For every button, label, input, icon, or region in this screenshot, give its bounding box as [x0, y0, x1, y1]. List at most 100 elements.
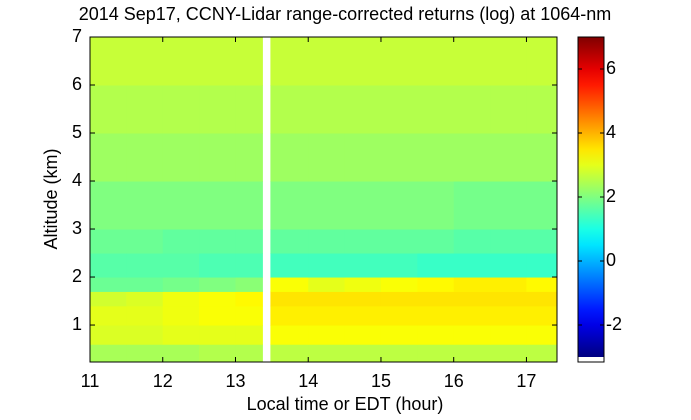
heatmap-cell: [490, 305, 527, 326]
heatmap-cell: [90, 229, 127, 254]
y-tick-label: 6: [72, 74, 82, 94]
heatmap-cell: [270, 291, 309, 307]
heatmap-cell: [490, 133, 527, 182]
y-tick-label: 3: [72, 218, 82, 238]
heatmap-cell: [417, 133, 455, 182]
colorbar-tick-label: -2: [606, 314, 622, 334]
heatmap-cell: [344, 344, 382, 363]
heatmap-cell: [308, 253, 346, 278]
heatmap-cell: [453, 291, 491, 307]
heatmap-cell: [199, 229, 236, 254]
heatmap-cell: [380, 325, 418, 345]
heatmap-cell: [90, 37, 127, 86]
heatmap-cell: [308, 85, 346, 134]
heatmap-cell: [126, 85, 164, 134]
heatmap-cell: [344, 325, 382, 345]
heatmap-cell: [199, 37, 236, 86]
heatmap-cell: [270, 305, 309, 326]
heatmap-cell: [417, 291, 455, 307]
heatmap-cell: [235, 133, 263, 182]
heatmap-cell: [162, 277, 200, 292]
heatmap-cell: [235, 305, 263, 326]
heatmap-cell: [453, 37, 491, 86]
heatmap-cell: [453, 253, 491, 278]
heatmap-cell: [526, 325, 558, 345]
heatmap-cell: [526, 37, 558, 86]
heatmap-cell: [162, 305, 200, 326]
heatmap-cell: [380, 291, 418, 307]
heatmap-cell: [308, 305, 346, 326]
heatmap-cell: [162, 325, 200, 345]
heatmap-cell: [235, 344, 263, 363]
heatmap-cell: [417, 37, 455, 86]
heatmap-cell: [270, 277, 309, 292]
heatmap-cell: [235, 325, 263, 345]
heatmap-cell: [199, 253, 236, 278]
heatmap-cell: [199, 277, 236, 292]
x-axis-label: Local time or EDT (hour): [247, 394, 444, 414]
heatmap-cell: [162, 229, 200, 254]
heatmap-cell: [380, 277, 418, 292]
heatmap-cell: [199, 181, 236, 230]
colorbar-tick-label: 4: [606, 122, 616, 142]
heatmap-cell: [380, 253, 418, 278]
heatmap-cell: [235, 253, 263, 278]
chart-title: 2014 Sep17, CCNY-Lidar range-corrected r…: [79, 4, 612, 24]
colorbar-frame: [577, 36, 605, 363]
heatmap-cell: [526, 85, 558, 134]
heatmap-cell: [90, 305, 127, 326]
x-tick-label: 16: [444, 371, 464, 391]
heatmap-cell: [308, 133, 346, 182]
heatmap-cell: [453, 229, 491, 254]
heatmap-cell: [162, 291, 200, 307]
heatmap-cell: [270, 229, 309, 254]
y-axis-label: Altitude (km): [41, 148, 61, 249]
heatmap-cell: [490, 181, 527, 230]
heatmap-cell: [126, 133, 164, 182]
heatmap-cell: [162, 344, 200, 363]
heatmap-cell: [199, 291, 236, 307]
heatmap-cell: [453, 344, 491, 363]
colorbar-tick-label: 0: [606, 250, 616, 270]
heatmap-cell: [490, 85, 527, 134]
x-tick-label: 17: [516, 371, 536, 391]
heatmap-cell: [453, 325, 491, 345]
heatmap-cell: [90, 277, 127, 292]
heatmap-cell: [490, 344, 527, 363]
heatmap-cell: [126, 305, 164, 326]
heatmap-cell: [417, 344, 455, 363]
heatmap-cell: [344, 305, 382, 326]
heatmap-cell: [526, 291, 558, 307]
heatmap-cell: [453, 181, 491, 230]
heatmap-cell: [380, 229, 418, 254]
heatmap-cell: [126, 37, 164, 86]
heatmap-cell: [526, 344, 558, 363]
heatmap-cell: [344, 229, 382, 254]
heatmap-cell: [235, 277, 263, 292]
heatmap-cell: [162, 181, 200, 230]
heatmap-cell: [417, 325, 455, 345]
heatmap-cell: [453, 305, 491, 326]
heatmap-cell: [90, 344, 127, 363]
heatmap-cell: [490, 291, 527, 307]
heatmap-cell: [380, 305, 418, 326]
heatmap-cell: [526, 181, 558, 230]
x-tick-label: 13: [225, 371, 245, 391]
heatmap-cell: [417, 229, 455, 254]
heatmap-cell: [270, 133, 309, 182]
heatmap-cell: [344, 253, 382, 278]
heatmap-cell: [417, 181, 455, 230]
heatmap-cell: [199, 305, 236, 326]
heatmap-cell: [526, 277, 558, 292]
heatmap-cell: [126, 277, 164, 292]
y-tick-label: 7: [72, 26, 82, 46]
heatmap-cell: [90, 181, 127, 230]
heatmap-cell: [199, 85, 236, 134]
heatmap-cell: [526, 305, 558, 326]
heatmap-cell: [270, 325, 309, 345]
heatmap-cell: [235, 37, 263, 86]
heatmap-cell: [270, 253, 309, 278]
heatmap-cell: [90, 133, 127, 182]
heatmap-cell: [199, 325, 236, 345]
